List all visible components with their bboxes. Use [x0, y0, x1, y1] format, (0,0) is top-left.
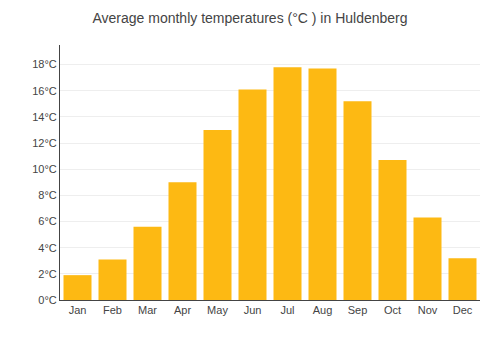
svg-text:Dec: Dec — [453, 304, 473, 316]
svg-text:0°C: 0°C — [38, 294, 57, 306]
svg-text:Nov: Nov — [418, 304, 438, 316]
svg-text:Jan: Jan — [69, 304, 87, 316]
svg-text:10°C: 10°C — [32, 163, 57, 175]
svg-text:Sep: Sep — [348, 304, 368, 316]
svg-text:18°C: 18°C — [32, 58, 57, 70]
svg-text:2°C: 2°C — [38, 268, 57, 280]
svg-text:Mar: Mar — [138, 304, 157, 316]
svg-text:Oct: Oct — [384, 304, 401, 316]
svg-text:6°C: 6°C — [38, 215, 57, 227]
svg-text:May: May — [207, 304, 228, 316]
svg-text:Average monthly temperatures (: Average monthly temperatures (°C ) in Hu… — [92, 10, 407, 26]
svg-text:Feb: Feb — [103, 304, 122, 316]
svg-text:16°C: 16°C — [32, 85, 57, 97]
svg-text:12°C: 12°C — [32, 137, 57, 149]
svg-text:14°C: 14°C — [32, 111, 57, 123]
svg-text:Apr: Apr — [174, 304, 191, 316]
svg-text:Jul: Jul — [280, 304, 294, 316]
svg-text:8°C: 8°C — [38, 189, 57, 201]
svg-text:Aug: Aug — [313, 304, 333, 316]
svg-text:Jun: Jun — [244, 304, 262, 316]
svg-text:4°C: 4°C — [38, 242, 57, 254]
